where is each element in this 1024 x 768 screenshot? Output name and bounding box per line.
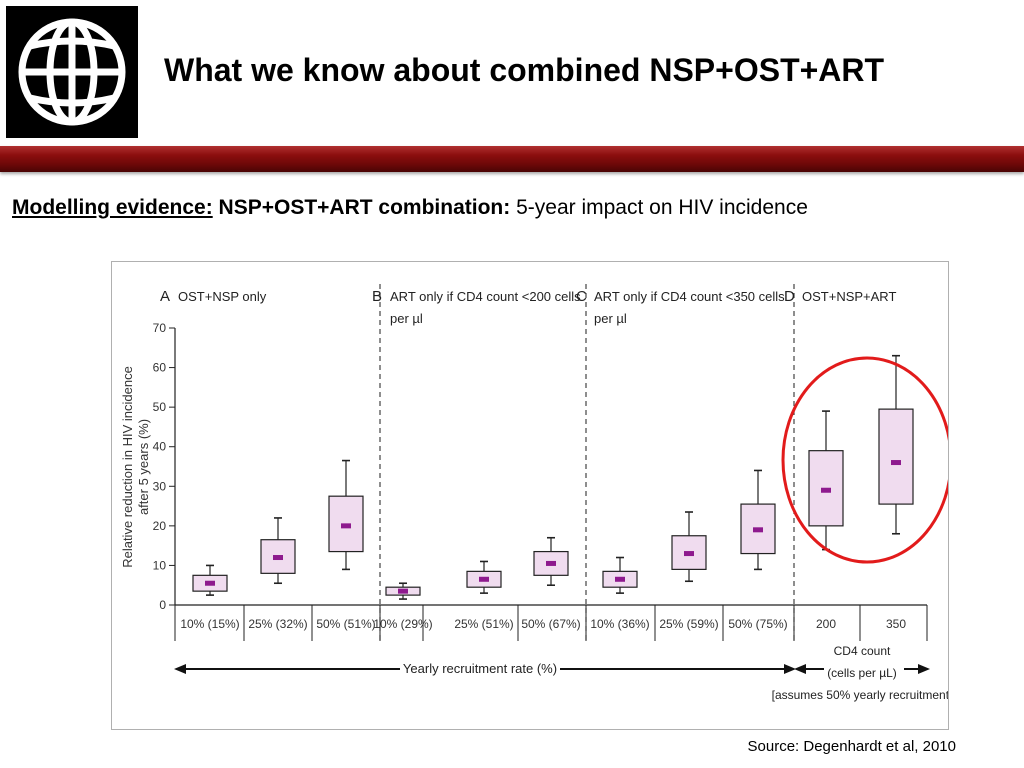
subtitle-lead: Modelling evidence: xyxy=(12,196,213,219)
panel-title: ART only if CD4 count <350 cells xyxy=(594,289,785,304)
x-axis-title-bg xyxy=(400,659,560,677)
box-4 xyxy=(466,560,502,594)
box-3 xyxy=(385,582,421,600)
category-label: 50% (51%) xyxy=(316,617,375,631)
median-mark xyxy=(546,560,556,566)
cd4-label-line: [assumes 50% yearly recruitment] xyxy=(772,688,948,702)
category-label: 200 xyxy=(816,617,836,631)
category-label: 50% (75%) xyxy=(728,617,787,631)
cd4-arrow-head-left xyxy=(794,664,806,674)
boxplot-chart: 0 10 20 30 40 50 60 70 Relative reduction in HIV… xyxy=(120,284,953,702)
panel-title: OST+NSP+ART xyxy=(802,289,896,304)
box-10 xyxy=(878,354,914,535)
panel-letter: B xyxy=(372,288,382,305)
title-divider-banner xyxy=(0,146,1024,172)
x-axis-title: Yearly recruitment rate (%) xyxy=(403,661,557,676)
panel-letter: C xyxy=(576,288,587,305)
chart-frame: 0 10 20 30 40 50 60 70 Relative reduction in HIV… xyxy=(111,261,953,730)
highlight-circle xyxy=(781,356,953,564)
source-citation: Source: Degenhardt et al, 2010 xyxy=(747,738,956,755)
box-1 xyxy=(260,517,296,585)
cd4-arrow-head-right xyxy=(918,664,930,674)
cd4-label-line: CD4 count xyxy=(834,644,891,658)
median-mark xyxy=(205,580,215,586)
globe-icon xyxy=(18,18,126,126)
box-7 xyxy=(671,511,707,583)
box-2 xyxy=(328,459,364,571)
median-mark xyxy=(821,487,831,493)
box-0 xyxy=(192,564,228,596)
category-label: 10% (29%) xyxy=(373,617,432,631)
panel-title: ART only if CD4 count <200 cells xyxy=(390,289,581,304)
arrow-head-left xyxy=(174,664,186,674)
median-mark xyxy=(273,555,283,561)
world-bank-logo xyxy=(6,6,138,138)
arrow-head-right xyxy=(784,664,796,674)
y-tick-label: 60 xyxy=(153,361,167,375)
y-tick-label: 70 xyxy=(153,321,167,335)
median-mark xyxy=(615,576,625,582)
category-label: 25% (51%) xyxy=(454,617,513,631)
median-mark xyxy=(341,523,351,529)
y-tick-label: 0 xyxy=(159,598,166,612)
panel-title: per µl xyxy=(594,311,627,326)
iqr-box xyxy=(878,408,914,505)
box-9 xyxy=(808,410,844,551)
slide-title: What we know about combined NSP+OST+ART xyxy=(164,52,885,88)
category-label: 10% (15%) xyxy=(180,617,239,631)
median-mark xyxy=(479,576,489,582)
median-mark xyxy=(753,527,763,533)
category-label: 50% (67%) xyxy=(521,617,580,631)
category-label: 25% (59%) xyxy=(659,617,718,631)
cd4-label-line: (cells per µL) xyxy=(827,666,897,680)
box-8 xyxy=(740,469,776,571)
y-tick-label: 30 xyxy=(153,479,167,493)
cd4-label-bg xyxy=(824,642,904,682)
y-tick-label: 50 xyxy=(153,400,167,414)
box-5 xyxy=(533,536,569,587)
panel-title: per µl xyxy=(390,311,423,326)
box-6 xyxy=(602,556,638,594)
category-label: 25% (32%) xyxy=(248,617,307,631)
median-mark xyxy=(398,588,408,594)
subtitle-combination: NSP+OST+ART combination: xyxy=(218,196,511,219)
y-axis-title: Relative reduction in HIV incidence xyxy=(120,366,135,568)
slide-subtitle: Modelling evidence: NSP+OST+ART combinat… xyxy=(12,192,912,224)
subtitle-rest: 5-year impact on HIV incidence xyxy=(516,196,808,219)
y-axis-title-line2: after 5 years (%) xyxy=(136,419,151,515)
y-tick-label: 10 xyxy=(153,558,167,572)
category-label: 10% (36%) xyxy=(590,617,649,631)
panel-title: OST+NSP only xyxy=(178,289,267,304)
panel-letter: A xyxy=(160,288,170,305)
category-label: 350 xyxy=(886,617,906,631)
y-tick-label: 40 xyxy=(153,440,167,454)
median-mark xyxy=(891,460,901,466)
panel-letter: D xyxy=(784,288,795,305)
median-mark xyxy=(684,551,694,557)
y-tick-label: 20 xyxy=(153,519,167,533)
